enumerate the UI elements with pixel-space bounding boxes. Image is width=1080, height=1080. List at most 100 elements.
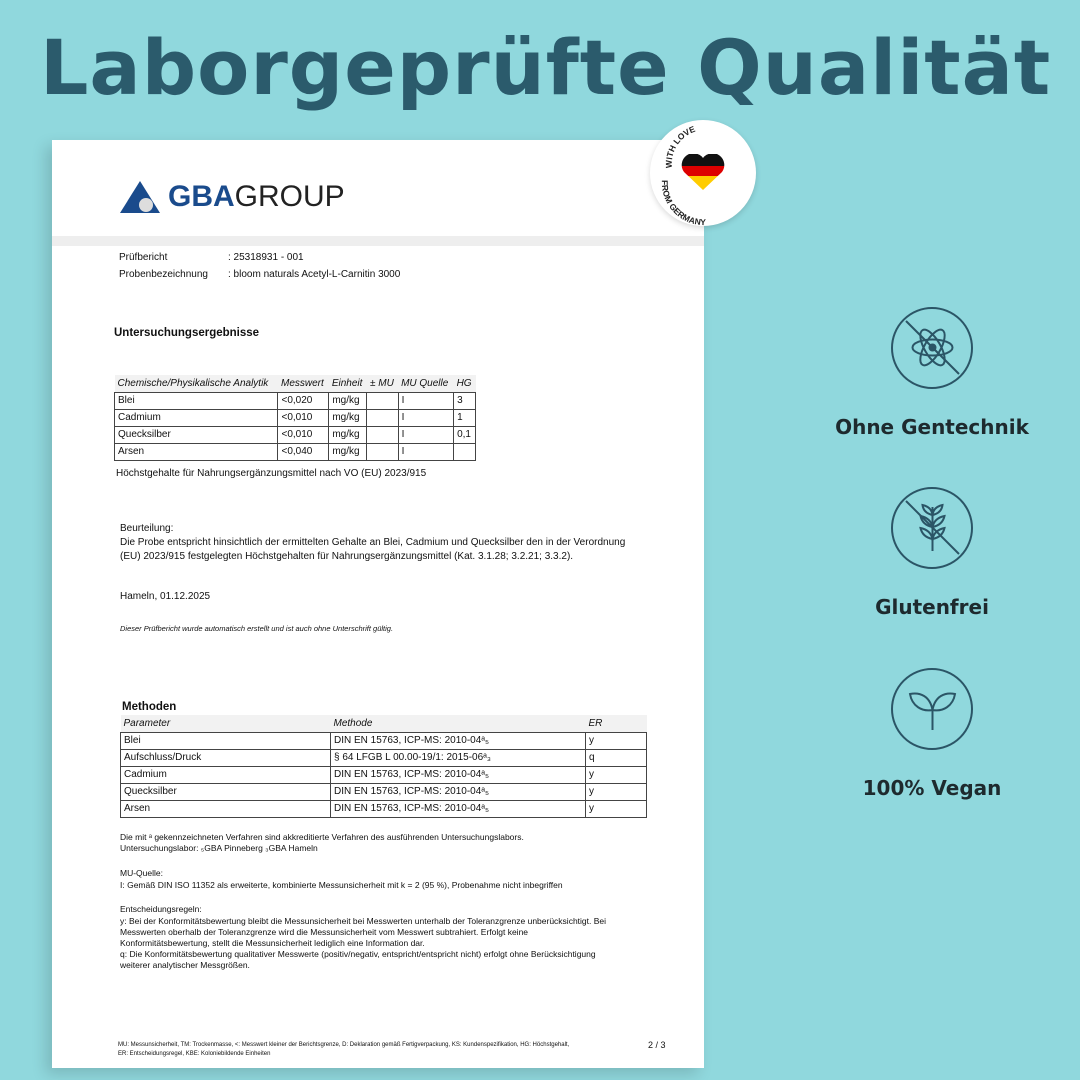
wheat-icon — [891, 487, 973, 569]
methods-table: Parameter Methode ER Blei DIN EN 15763, ICP… — [120, 715, 647, 818]
table-cell: mg/kg — [328, 408, 368, 427]
table-cell — [366, 391, 399, 410]
table-cell: 1 — [453, 408, 476, 427]
table-row: Arsen DIN EN 15763, ICP-MS: 2010-04ᵃ₅ y — [120, 799, 647, 818]
feature-no-gmo: Ohne Gentechnik — [812, 307, 1052, 439]
sample-label: Probenbezeichnung — [119, 269, 208, 280]
table-cell: I — [397, 442, 455, 461]
column-header: Parameter — [120, 715, 331, 732]
results-heading: Untersuchungsergebnisse — [114, 327, 260, 339]
mu-text: I: Gemäß DIN ISO 11352 als erweiterte, k… — [120, 880, 563, 890]
table-cell: Quecksilber — [113, 425, 279, 444]
rules-label: Entscheidungsregeln: — [120, 904, 202, 914]
table-row: Quecksilber DIN EN 15763, ICP-MS: 2010-04… — [120, 782, 647, 801]
table-cell: <0,020 — [277, 391, 330, 410]
table-cell: <0,040 — [277, 442, 330, 461]
column-header: Chemische/Physikalische Analytik — [114, 375, 278, 392]
table-cell: DIN EN 15763, ICP-MS: 2010-04ᵃ₅ — [330, 782, 586, 801]
footer-legend: MU: Messunsicherheit, TM: Trockenmasse, … — [118, 1042, 570, 1048]
rule-y: Konformitätsbewertung, stellt die Messun… — [120, 938, 425, 948]
table-cell: q — [585, 748, 647, 767]
auto-note: Dieser Prüfbericht wurde automatisch ers… — [120, 624, 394, 633]
table-cell: mg/kg — [328, 442, 368, 461]
gba-triangle-icon — [120, 181, 160, 213]
table-cell: DIN EN 15763, ICP-MS: 2010-04ᵃ₅ — [330, 731, 586, 750]
feature-vegan: 100% Vegan — [812, 668, 1052, 800]
feature-gluten-free: Glutenfrei — [812, 487, 1052, 619]
column-header: HG — [453, 375, 476, 392]
table-cell: mg/kg — [328, 425, 368, 444]
feature-label: 100% Vegan — [862, 776, 1002, 800]
logo-bold: GBA — [168, 180, 235, 213]
table-row: Blei DIN EN 15763, ICP-MS: 2010-04ᵃ₅ y — [120, 731, 647, 750]
sample-name: : bloom naturals Acetyl-L-Carnitin 3000 — [228, 269, 401, 280]
table-cell — [366, 425, 399, 444]
table-cell: DIN EN 15763, ICP-MS: 2010-04ᵃ₅ — [330, 765, 586, 784]
rule-y: Messwerten oberhalb der Toleranzgrenze w… — [120, 927, 529, 937]
table-cell: DIN EN 15763, ICP-MS: 2010-04ᵃ₅ — [330, 799, 586, 818]
german-flag-heart-icon — [681, 154, 725, 190]
methods-heading: Methoden — [122, 701, 177, 713]
table-row: Blei <0,020 mg/kg I 3 — [113, 391, 476, 410]
assessment-text: (EU) 2023/915 festgelegten Höchstgehalte… — [120, 551, 574, 562]
table-cell: 0,1 — [453, 425, 476, 444]
rule-q: weiterer analytischer Messgrößen. — [120, 960, 250, 970]
table-cell: Aufschluss/Druck — [120, 748, 331, 767]
results-table: Chemische/Physikalische Analytik Messwert… — [113, 375, 476, 461]
table-cell: Blei — [113, 391, 279, 410]
table-cell: <0,010 — [277, 425, 330, 444]
report-number: : 25318931 - 001 — [228, 252, 304, 263]
logo-light: GROUP — [234, 180, 345, 213]
table-row: Aufschluss/Druck § 64 LFGB L 00.00-19/1: … — [120, 748, 647, 767]
table-row: Quecksilber <0,010 mg/kg I 0,1 — [113, 425, 476, 444]
table-cell — [453, 442, 476, 461]
table-row: Arsen <0,040 mg/kg I — [113, 442, 476, 461]
table-cell: y — [585, 765, 647, 784]
table-cell: y — [585, 731, 647, 750]
table-cell: y — [585, 799, 647, 818]
gba-logo: GBA GROUP — [120, 180, 345, 214]
column-header: ± MU — [366, 375, 399, 392]
place-date: Hameln, 01.12.2025 — [120, 591, 211, 602]
table-cell: Arsen — [113, 442, 279, 461]
table-cell: 3 — [453, 391, 476, 410]
table-cell — [366, 408, 399, 427]
assessment-label: Beurteilung: — [120, 523, 174, 534]
column-header: Messwert — [277, 375, 329, 392]
table-cell: Cadmium — [113, 408, 279, 427]
results-note: Höchstgehalte für Nahrungsergänzungsmitt… — [116, 468, 427, 479]
column-header: MU Quelle — [398, 375, 454, 392]
headline: Laborgeprüfte Qualität — [40, 23, 1052, 112]
table-cell: Blei — [120, 731, 331, 750]
table-cell: I — [397, 391, 455, 410]
svg-text:FROM GERMANY: FROM GERMANY — [660, 180, 706, 226]
made-in-germany-badge: WITH LOVE FROM GERMANY — [650, 120, 756, 227]
rule-q: q: Die Konformitätsbewertung qualitative… — [120, 949, 596, 959]
no-gmo-atom-icon — [891, 307, 973, 389]
feature-label: Ohne Gentechnik — [835, 415, 1029, 439]
footer-legend: ER: Entscheidungsregel, KBE: Koloniebild… — [118, 1051, 271, 1057]
column-header: ER — [585, 715, 647, 732]
table-cell: Arsen — [120, 799, 331, 818]
assessment-text: Die Probe entspricht hinsichtlich der er… — [120, 537, 626, 548]
rule-y: y: Bei der Konformitätsbewertung bleibt … — [120, 916, 607, 926]
leaf-icon — [891, 668, 973, 750]
table-cell: y — [585, 782, 647, 801]
table-row: Cadmium DIN EN 15763, ICP-MS: 2010-04ᵃ₅ y — [120, 765, 647, 784]
page-number: 2 / 3 — [648, 1040, 666, 1050]
lab-report-document: GBA GROUP Prüfbericht : 25318931 - 001 Pr… — [52, 140, 704, 1068]
column-header: Methode — [330, 715, 586, 732]
table-cell: <0,010 — [277, 408, 330, 427]
badge-text-bottom: FROM GERMANY — [660, 180, 706, 227]
table-cell: Quecksilber — [120, 782, 331, 801]
table-row: Cadmium <0,010 mg/kg I 1 — [113, 408, 476, 427]
table-cell: mg/kg — [328, 391, 368, 410]
table-cell: I — [397, 408, 455, 427]
header-band — [52, 236, 704, 246]
table-cell: Cadmium — [120, 765, 331, 784]
report-label: Prüfbericht — [119, 252, 168, 263]
table-cell — [366, 442, 399, 461]
table-cell: I — [397, 425, 455, 444]
feature-label: Glutenfrei — [875, 595, 989, 619]
table-cell: § 64 LFGB L 00.00-19/1: 2015-06ᵃ₃ — [330, 748, 586, 767]
